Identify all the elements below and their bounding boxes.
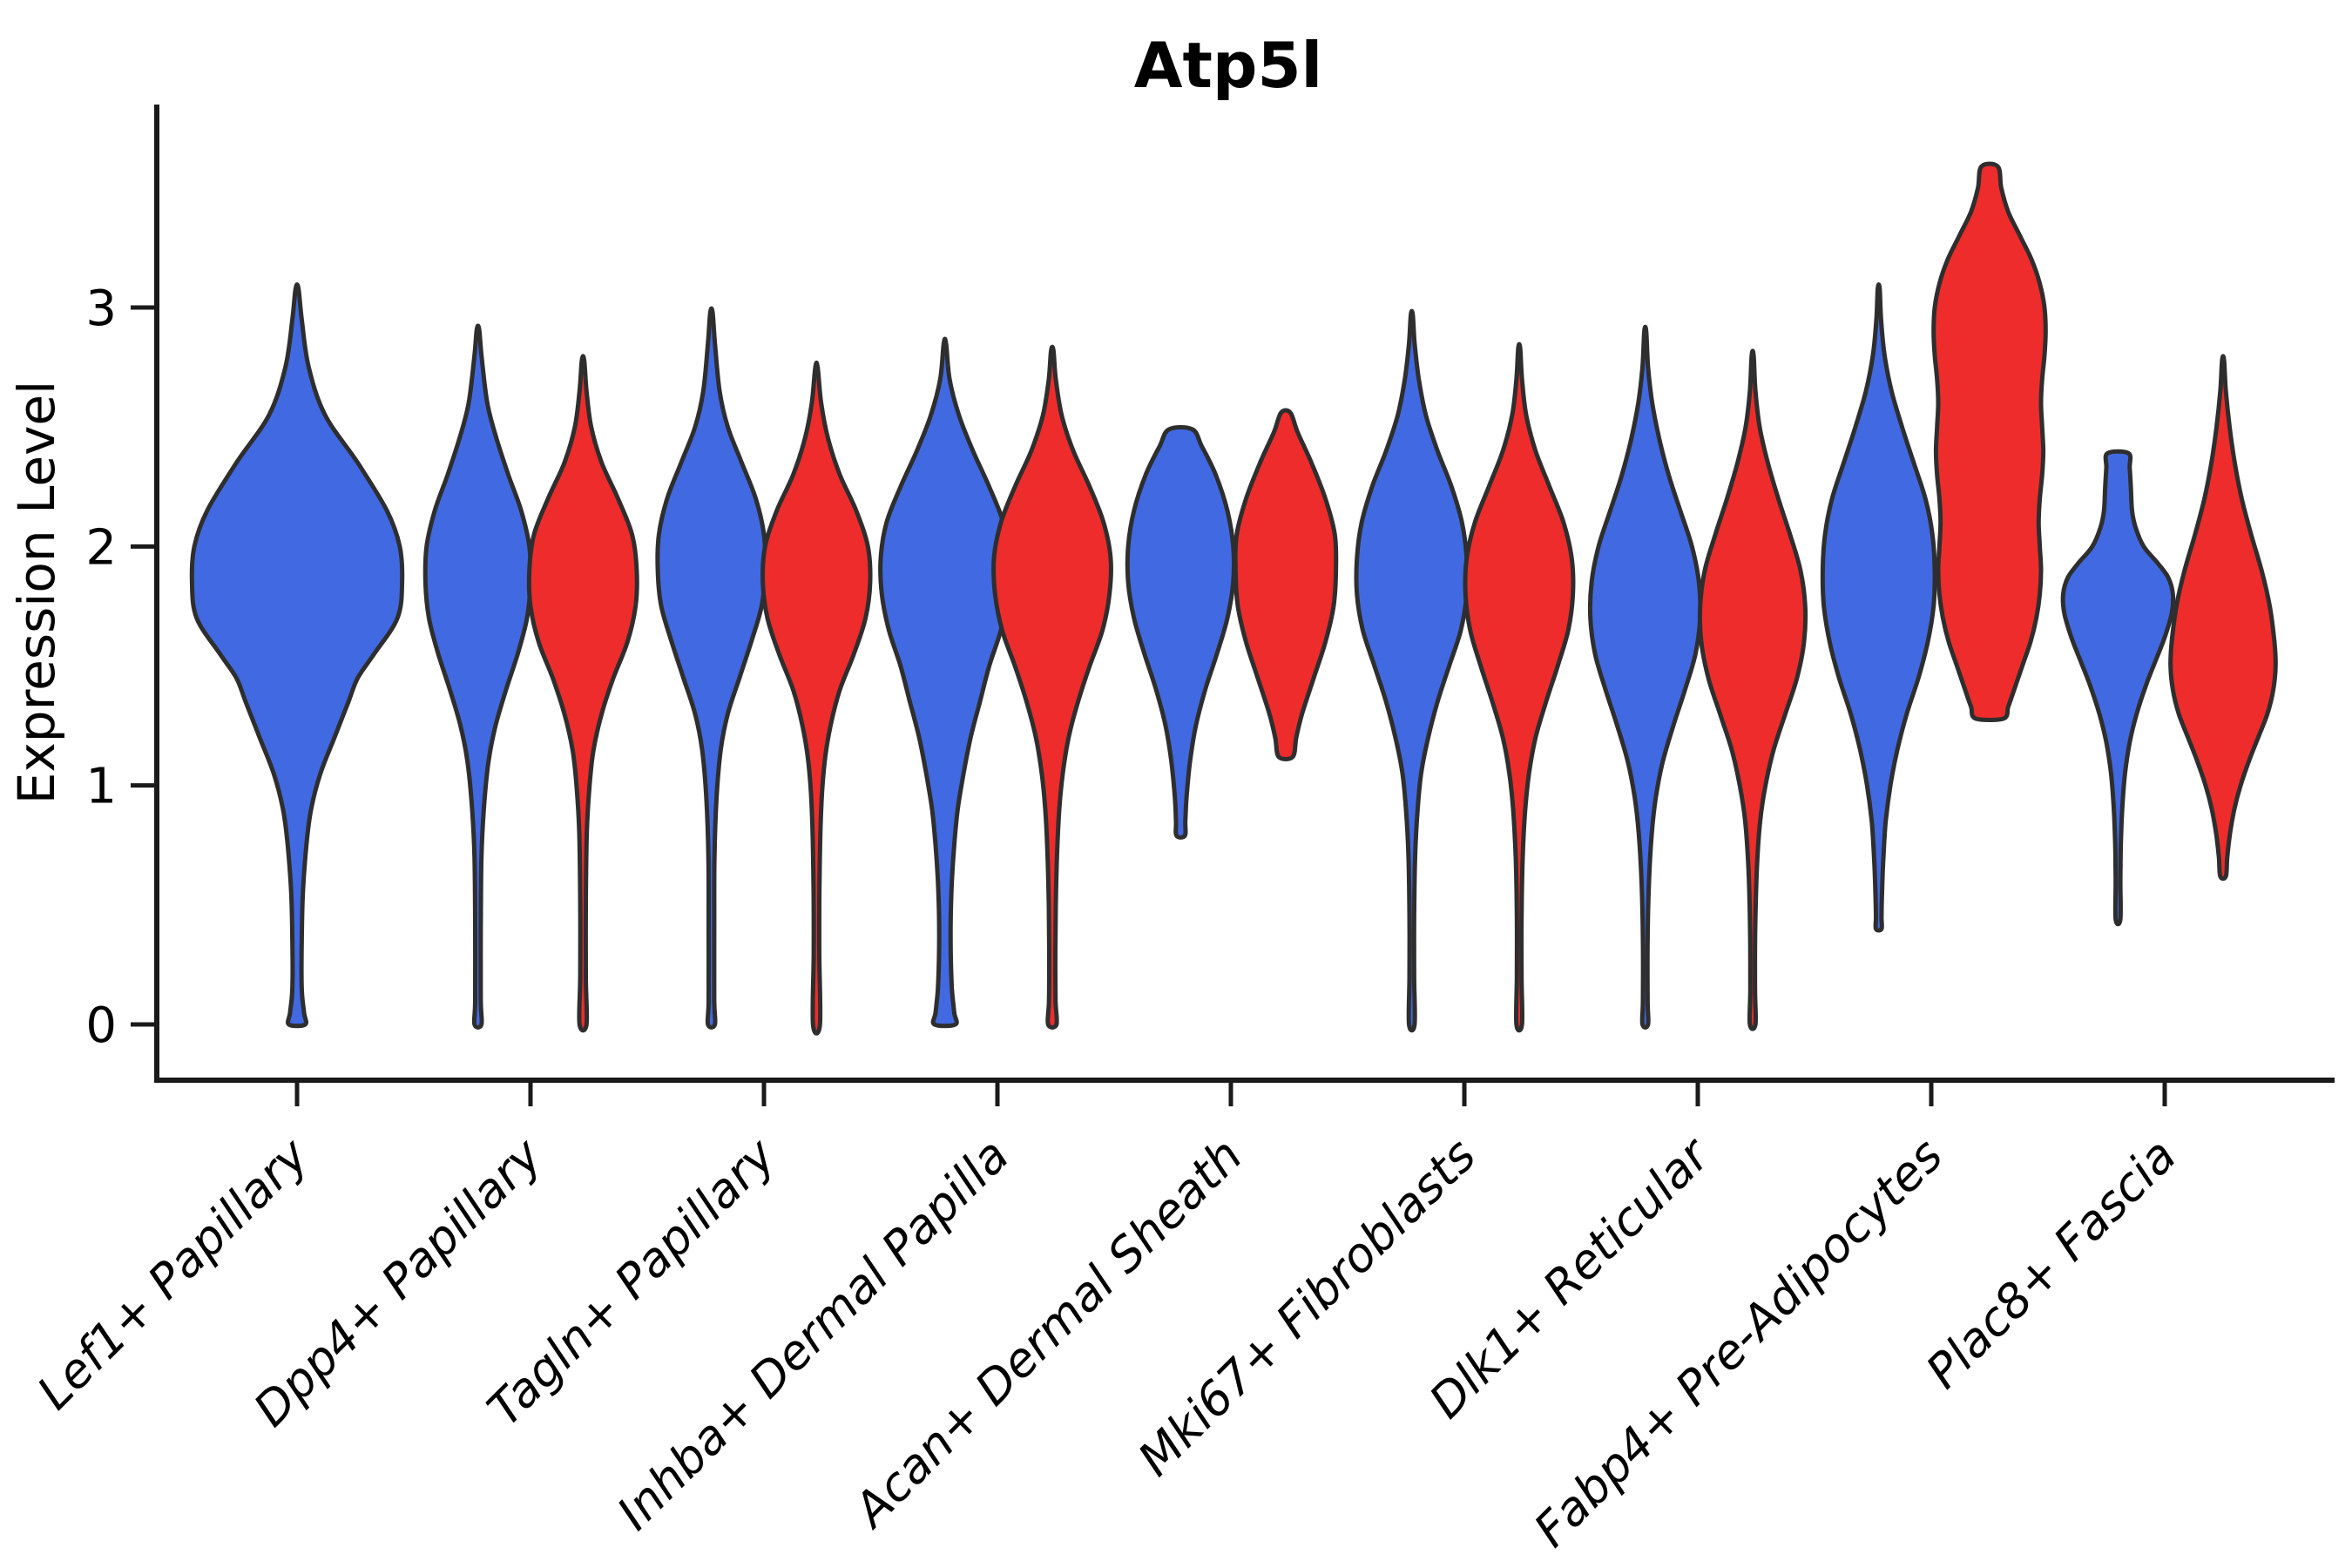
violin-inhba+-red [991, 344, 1113, 1030]
violin-fabp4+-blue [1820, 282, 1937, 933]
x-tick-label: Plac8+ Fascia [1916, 1128, 2186, 1399]
chart-title: Atp5l [1134, 29, 1322, 102]
violin-plac8+-red [2168, 354, 2278, 882]
violin-lef1+-blue [189, 282, 405, 1029]
x-tick-label: Acan+ Dermal Sheath [841, 1128, 1253, 1539]
violin-tagln+-red [760, 360, 873, 1036]
violin-acan+-blue [1125, 425, 1237, 840]
y-ticks: 0 1 2 3 [85, 280, 157, 1054]
violin-fabp4+-red [1931, 161, 2048, 723]
violin-inhba+-blue [878, 336, 1012, 1029]
violin-dlk1+-blue [1587, 324, 1703, 1030]
y-tick-label: 3 [85, 280, 117, 337]
x-tick-label: Fabp4+ Pre-Adipocytes [1524, 1128, 1953, 1558]
violins-layer [189, 161, 2278, 1036]
y-tick-label: 1 [85, 759, 117, 815]
violin-dlk1+-red [1697, 348, 1808, 1031]
violin-dpp4+-red [526, 354, 639, 1033]
y-axis-label: Expression Level [7, 381, 66, 804]
violin-mki67+-blue [1354, 308, 1470, 1033]
violin-mki67+-red [1463, 341, 1576, 1033]
violin-plac8+-blue [2060, 449, 2176, 927]
x-tick-label: Inhba+ Dermal Papilla [606, 1128, 1019, 1541]
violin-acan+-red [1233, 408, 1339, 761]
violin-dpp4+-blue [422, 323, 533, 1030]
y-tick-label: 2 [85, 519, 117, 576]
y-tick-label: 0 [85, 997, 117, 1054]
violin-tagln+-blue [655, 306, 768, 1030]
